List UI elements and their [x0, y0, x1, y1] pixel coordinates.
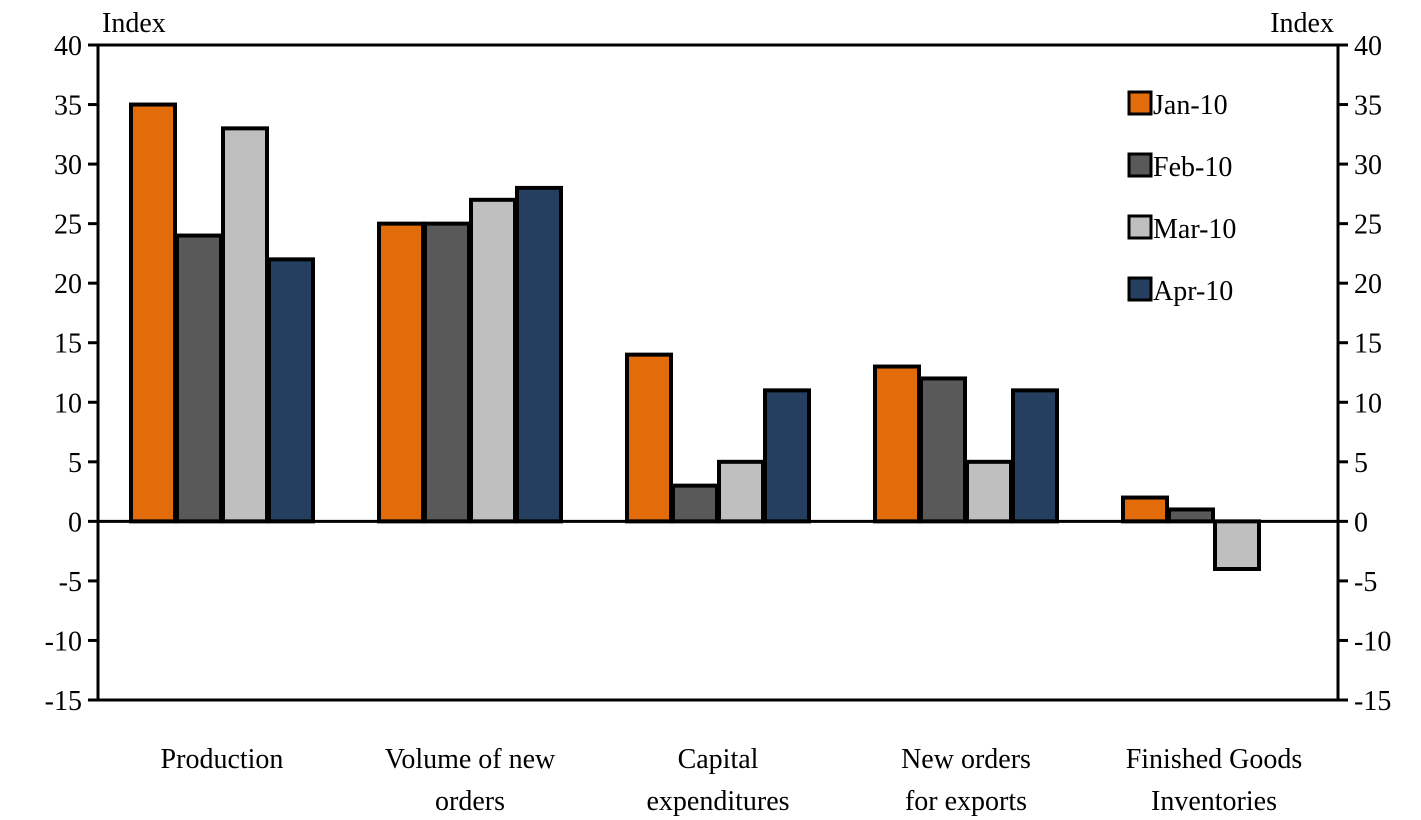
right-tick-label: -10: [1354, 626, 1391, 657]
category-label-line: Capital: [678, 744, 759, 775]
category-label-line: Production: [161, 744, 284, 775]
left-tick-label: 25: [54, 210, 82, 241]
category-label: Production: [161, 744, 284, 775]
bar-feb-10-4: [1167, 507, 1215, 524]
bar-mar-10-2: [717, 459, 765, 524]
bar-apr-10-0: [267, 257, 315, 524]
category-label-line: expenditures: [646, 786, 789, 817]
right-tick-label: 15: [1354, 329, 1382, 360]
category-label-line: New orders: [901, 744, 1031, 775]
right-tick-label: 25: [1354, 210, 1382, 241]
legend-label-apr-10: Apr-10: [1153, 276, 1233, 307]
left-tick-label: 0: [68, 507, 82, 538]
bar-jan-10-3: [873, 364, 921, 524]
category-label-line: Volume of new: [385, 744, 556, 775]
legend: Jan-10 Feb-10 Mar-10 Apr-10: [1127, 90, 1236, 307]
left-tick-label: 20: [54, 269, 82, 300]
category-label-line: Inventories: [1151, 786, 1277, 817]
category-label: New orders for exports: [901, 744, 1031, 817]
right-tick-label: -5: [1354, 567, 1377, 598]
left-tick-label: -5: [59, 567, 82, 598]
category-labels: Production Volume of new orders Capital expe…: [161, 744, 1303, 817]
right-tick-label: -15: [1354, 686, 1391, 717]
legend-swatch-apr-10: [1127, 276, 1153, 302]
right-tick-label: 5: [1354, 448, 1368, 479]
right-tick-label: 30: [1354, 150, 1382, 181]
bar-mar-10-3: [965, 459, 1013, 524]
bars-group: [129, 102, 1261, 572]
category-label-line: Finished Goods: [1126, 744, 1303, 775]
left-tick-label: 30: [54, 150, 82, 181]
legend-label-feb-10: Feb-10: [1153, 152, 1232, 183]
left-tick-label: 35: [54, 91, 82, 122]
right-tick-label: 40: [1354, 31, 1382, 62]
bar-feb-10-3: [919, 376, 967, 524]
right-tick-label: 10: [1354, 388, 1382, 419]
right-tick-label: 35: [1354, 91, 1382, 122]
left-tick-label: -10: [45, 626, 82, 657]
left-tick-label: -15: [45, 686, 82, 717]
bar-mar-10-1: [469, 197, 517, 524]
category-label-line: for exports: [905, 786, 1027, 817]
bar-jan-10-2: [625, 352, 673, 524]
bar-mar-10-0: [221, 126, 269, 524]
bar-jan-10-0: [129, 102, 177, 524]
legend-label-jan-10: Jan-10: [1153, 90, 1228, 121]
axes-group: [96, 43, 1340, 702]
bar-apr-10-1: [515, 185, 563, 524]
legend-swatch-jan-10: [1127, 90, 1153, 116]
bar-jan-10-4: [1121, 495, 1169, 524]
category-label: Capital expenditures: [646, 744, 789, 817]
category-label: Finished Goods Inventories: [1126, 744, 1303, 817]
bar-feb-10-2: [671, 483, 719, 524]
bar-mar-10-4: [1213, 519, 1261, 572]
bar-jan-10-1: [377, 221, 425, 524]
bar-apr-10-2: [763, 388, 811, 524]
legend-swatch-feb-10: [1127, 152, 1153, 178]
plot-frame: [96, 43, 1340, 702]
left-axis-unit: Index: [102, 8, 166, 39]
category-label: Volume of new orders: [385, 744, 556, 817]
left-tick-label: 15: [54, 329, 82, 360]
bar-feb-10-0: [175, 233, 223, 524]
bar-feb-10-1: [423, 221, 471, 524]
ticks-group: 40 40 35 35 30 30 25 25 20 20 15 15 10 10 5 5 0 0 -5 -5 -10 -…: [45, 31, 1392, 717]
left-tick-label: 10: [54, 388, 82, 419]
category-label-line: orders: [435, 786, 505, 817]
left-tick-label: 5: [68, 448, 82, 479]
right-axis-unit: Index: [1270, 8, 1334, 39]
right-tick-label: 20: [1354, 269, 1382, 300]
left-tick-label: 40: [54, 31, 82, 62]
legend-label-mar-10: Mar-10: [1153, 214, 1236, 245]
bar-apr-10-3: [1011, 388, 1059, 524]
right-tick-label: 0: [1354, 507, 1368, 538]
legend-swatch-mar-10: [1127, 214, 1153, 240]
